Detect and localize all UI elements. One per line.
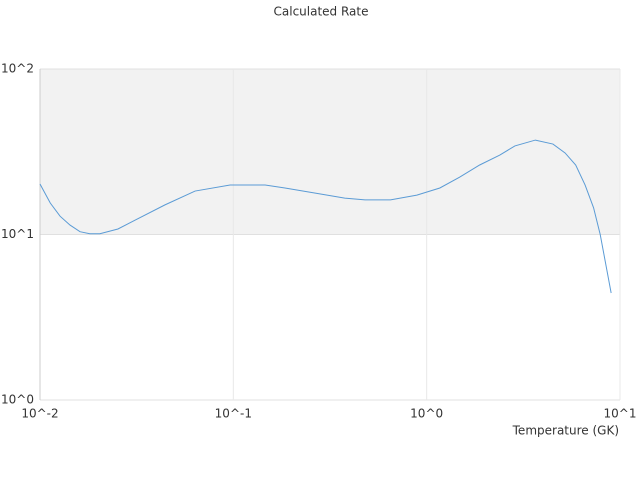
x-tick-label: 10^-2 [21, 407, 58, 421]
x-tick-label: 10^1 [604, 407, 637, 421]
y-tick-label: 10^2 [1, 62, 34, 76]
y-tick-label: 10^0 [1, 393, 34, 407]
grid-band [40, 69, 620, 235]
x-axis-label: Temperature (GK) [512, 424, 619, 438]
x-tick-label: 10^0 [410, 407, 443, 421]
chart-title: Calculated Rate [274, 5, 369, 19]
y-tick-label: 10^1 [1, 227, 34, 241]
data-line [39, 139, 612, 294]
x-tick-label: 10^-1 [215, 407, 252, 421]
